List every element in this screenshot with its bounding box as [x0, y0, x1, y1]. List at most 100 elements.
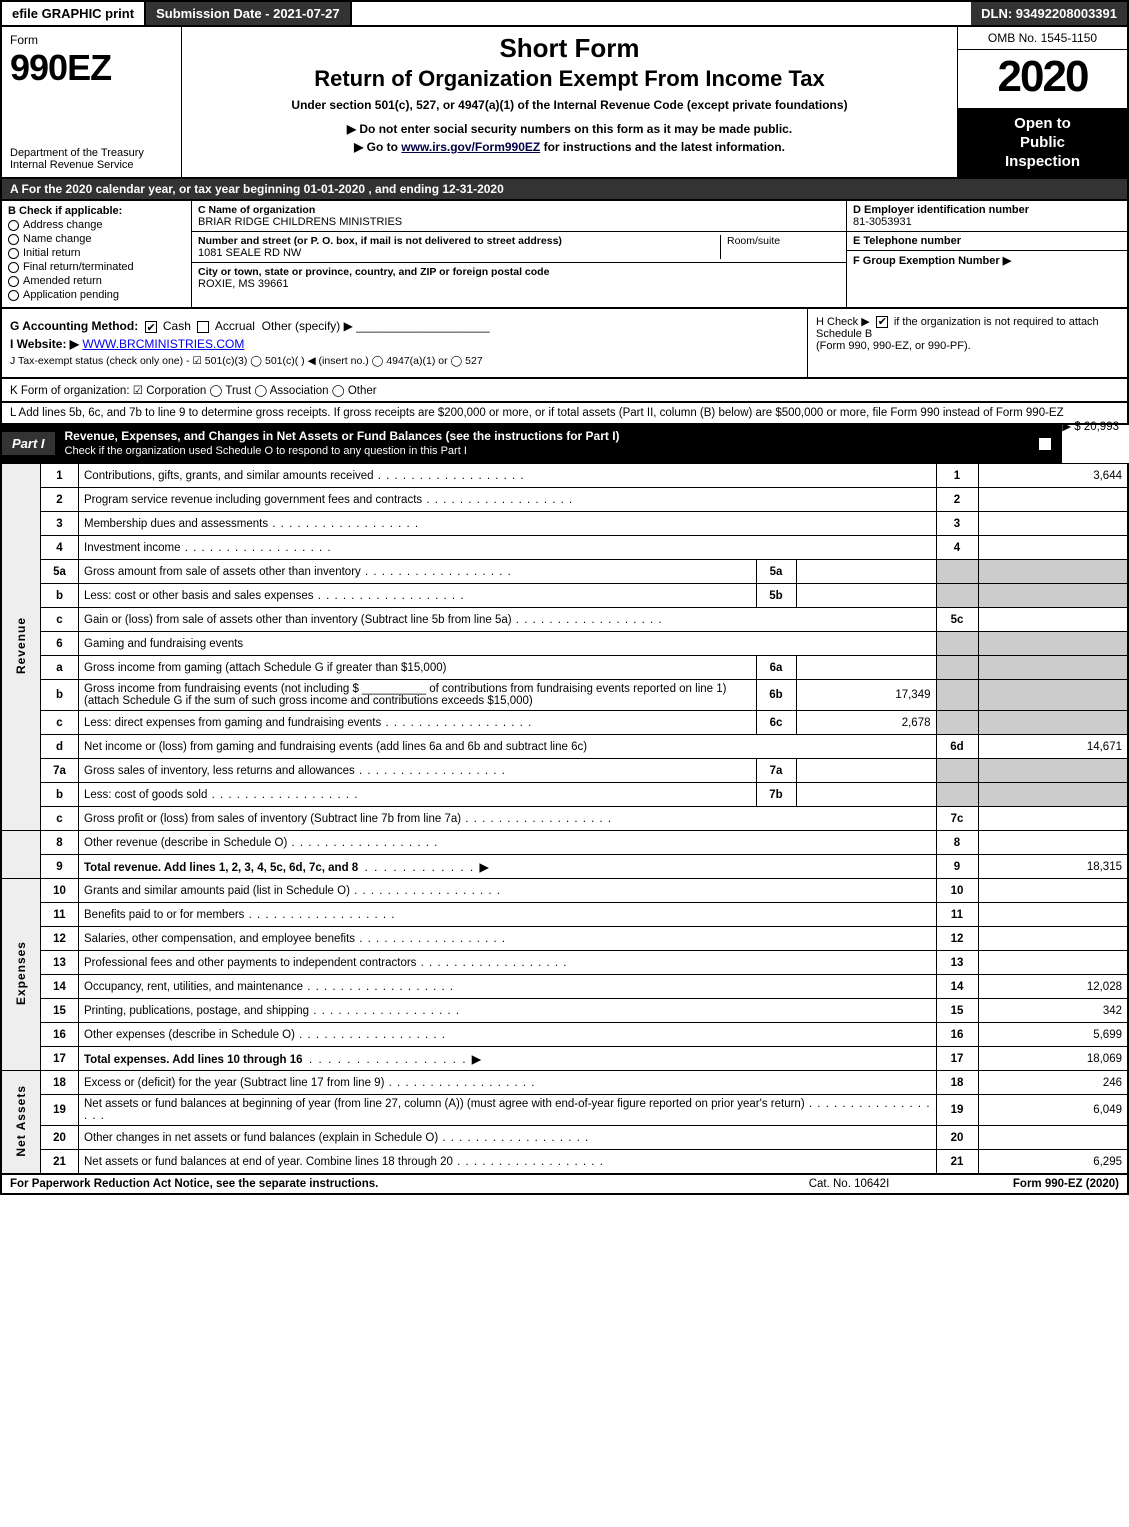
line-16-val: 5,699	[978, 1023, 1128, 1047]
line-16-desc: Other expenses (describe in Schedule O)	[79, 1023, 937, 1047]
h-text3: (Form 990, 990-EZ, or 990-PF).	[816, 340, 971, 352]
line-9-val: 18,315	[978, 855, 1128, 879]
efile-tab[interactable]: efile GRAPHIC print	[2, 2, 146, 25]
line-17-desc: Total expenses. Add lines 10 through 16 …	[79, 1047, 937, 1071]
accounting-method-line: G Accounting Method: Cash Accrual Other …	[10, 319, 799, 333]
line-1-desc: Contributions, gifts, grants, and simila…	[79, 464, 937, 488]
entity-block: B Check if applicable: Address change Na…	[0, 201, 1129, 309]
website-line: I Website: ▶ WWW.BRCMINISTRIES.COM	[10, 337, 799, 351]
page-footer: For Paperwork Reduction Act Notice, see …	[0, 1175, 1129, 1195]
group-exemption-label: F Group Exemption Number ▶	[853, 254, 1121, 267]
line-18-val: 246	[978, 1071, 1128, 1095]
line-7b-desc: Less: cost of goods sold	[79, 783, 757, 807]
i-label: I Website: ▶	[10, 337, 79, 351]
line-19-val: 6,049	[978, 1095, 1128, 1126]
line-7c-desc: Gross profit or (loss) from sales of inv…	[79, 807, 937, 831]
line-3-desc: Membership dues and assessments	[79, 512, 937, 536]
line-6a-val	[796, 656, 936, 680]
org-identity: C Name of organization BRIAR RIDGE CHILD…	[192, 201, 847, 307]
l-amount: ▶ $ 20,993	[1062, 419, 1119, 433]
ein-value: 81-3053931	[853, 216, 1121, 228]
chk-final-return[interactable]: Final return/terminated	[8, 261, 185, 273]
line-12-val	[978, 927, 1128, 951]
form-header: Form 990EZ Department of the Treasury In…	[0, 27, 1129, 179]
header-center: Short Form Return of Organization Exempt…	[182, 27, 957, 177]
revenue-side-label: Revenue	[1, 464, 41, 831]
irs-link[interactable]: www.irs.gov/Form990EZ	[401, 140, 540, 154]
submission-date-tab: Submission Date - 2021-07-27	[146, 2, 352, 25]
line-5c-val	[978, 608, 1128, 632]
schedule-b-check: H Check ▶ if the organization is not req…	[807, 309, 1127, 377]
part-i-label: Part I	[2, 432, 55, 455]
line-8-desc: Other revenue (describe in Schedule O)	[79, 831, 937, 855]
city-label: City or town, state or province, country…	[198, 266, 840, 278]
subtitle: Under section 501(c), 527, or 4947(a)(1)…	[194, 98, 945, 112]
line-12-desc: Salaries, other compensation, and employ…	[79, 927, 937, 951]
org-name-label: C Name of organization	[198, 204, 840, 216]
line-19-desc: Net assets or fund balances at beginning…	[79, 1095, 937, 1126]
line-15-val: 342	[978, 999, 1128, 1023]
line-14-val: 12,028	[978, 975, 1128, 999]
department-label: Department of the Treasury Internal Reve…	[10, 147, 173, 171]
line-6b-desc: Gross income from fundraising events (no…	[79, 680, 757, 711]
check-if-applicable: B Check if applicable: Address change Na…	[2, 201, 192, 307]
chk-initial-return[interactable]: Initial return	[8, 247, 185, 259]
line-5a-desc: Gross amount from sale of assets other t…	[79, 560, 757, 584]
form-version: Form 990-EZ (2020)	[939, 1178, 1119, 1190]
gh-left: G Accounting Method: Cash Accrual Other …	[2, 309, 807, 377]
expenses-side-label: Expenses	[1, 879, 41, 1071]
line-17-val: 18,069	[978, 1047, 1128, 1071]
header-right: OMB No. 1545-1150 2020 Open to Public In…	[957, 27, 1127, 177]
omb-number: OMB No. 1545-1150	[958, 27, 1127, 50]
line-14-desc: Occupancy, rent, utilities, and maintena…	[79, 975, 937, 999]
telephone-label: E Telephone number	[853, 235, 1121, 247]
form-id: 990EZ	[10, 47, 173, 89]
room-suite-label: Room/suite	[720, 235, 840, 259]
line-2-desc: Program service revenue including govern…	[79, 488, 937, 512]
line-5b-desc: Less: cost or other basis and sales expe…	[79, 584, 757, 608]
chk-name-change[interactable]: Name change	[8, 233, 185, 245]
netassets-side-label: Net Assets	[1, 1071, 41, 1174]
line-13-val	[978, 951, 1128, 975]
chk-amended-return[interactable]: Amended return	[8, 275, 185, 287]
g-label: G Accounting Method:	[10, 319, 138, 333]
part-i-check[interactable]	[1030, 436, 1060, 450]
part-i-subtitle: Check if the organization used Schedule …	[65, 445, 467, 457]
line-1-val: 3,644	[978, 464, 1128, 488]
top-spacer	[352, 2, 972, 25]
line-7c-val	[978, 807, 1128, 831]
tax-exempt-status-line: J Tax-exempt status (check only one) - ☑…	[10, 355, 799, 367]
line-13-desc: Professional fees and other payments to …	[79, 951, 937, 975]
line-3-val	[978, 512, 1128, 536]
city-state-zip: ROXIE, MS 39661	[198, 278, 840, 290]
tax-year: 2020	[958, 50, 1127, 109]
title-short-form: Short Form	[194, 33, 945, 64]
top-bar: efile GRAPHIC print Submission Date - 20…	[0, 0, 1129, 27]
inspection-label: Open to Public Inspection	[958, 109, 1127, 177]
employer-info: D Employer identification number 81-3053…	[847, 201, 1127, 307]
title-return: Return of Organization Exempt From Incom…	[194, 66, 945, 92]
chk-address-change[interactable]: Address change	[8, 219, 185, 231]
street-address: 1081 SEALE RD NW	[198, 247, 720, 259]
note2-post: for instructions and the latest informat…	[540, 140, 785, 154]
line-7a-desc: Gross sales of inventory, less returns a…	[79, 759, 757, 783]
line-6a-desc: Gross income from gaming (attach Schedul…	[79, 656, 757, 680]
line-5c-desc: Gain or (loss) from sale of assets other…	[79, 608, 937, 632]
chk-schedule-b[interactable]	[876, 316, 888, 328]
line-2-val	[978, 488, 1128, 512]
chk-application-pending[interactable]: Application pending	[8, 289, 185, 301]
addr-label: Number and street (or P. O. box, if mail…	[198, 235, 720, 247]
chk-accrual[interactable]	[197, 321, 209, 333]
dln-label: DLN: 93492208003391	[971, 2, 1127, 25]
chk-cash[interactable]	[145, 321, 157, 333]
form-of-organization: K Form of organization: ☑ Corporation ◯ …	[0, 379, 1129, 403]
tax-year-row: A For the 2020 calendar year, or tax yea…	[0, 179, 1129, 201]
note2-pre: ▶ Go to	[354, 140, 401, 154]
ein-label: D Employer identification number	[853, 204, 1121, 216]
form-word: Form	[10, 33, 173, 47]
h-text1: H Check ▶	[816, 316, 870, 328]
line-4-val	[978, 536, 1128, 560]
website-link[interactable]: WWW.BRCMINISTRIES.COM	[82, 337, 244, 351]
l-text: L Add lines 5b, 6c, and 7b to line 9 to …	[10, 407, 1064, 419]
ssn-note: ▶ Do not enter social security numbers o…	[194, 122, 945, 136]
